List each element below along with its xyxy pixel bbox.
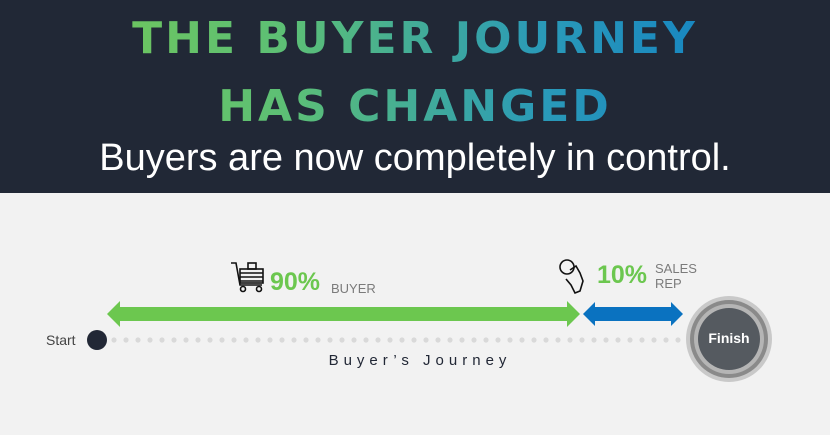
- journey-dot: [519, 337, 525, 343]
- journey-dot: [279, 337, 285, 343]
- journey-dot: [567, 337, 573, 343]
- buyer-label: BUYER: [331, 281, 376, 296]
- journey-dot: [255, 337, 261, 343]
- journey-dot: [375, 337, 381, 343]
- header-banner: THE BUYER JOURNEY HAS CHANGED Buyers are…: [0, 0, 830, 193]
- journey-diagram: [87, 259, 772, 382]
- finish-label: Finish: [708, 330, 750, 346]
- journey-dot: [615, 337, 621, 343]
- journey-dot: [243, 337, 249, 343]
- journey-dot: [315, 337, 321, 343]
- journey-axis-label: Buyer’s Journey: [328, 352, 512, 369]
- journey-dot: [591, 337, 597, 343]
- journey-dot: [555, 337, 561, 343]
- journey-dot: [651, 337, 657, 343]
- journey-dot: [351, 337, 357, 343]
- title-line-1: THE BUYER JOURNEY: [0, 14, 830, 64]
- journey-dot: [399, 337, 405, 343]
- journey-dot: [471, 337, 477, 343]
- finish-marker: [686, 296, 772, 382]
- subtitle: Buyers are now completely in control.: [99, 137, 731, 179]
- shopping-cart-icon: [231, 262, 264, 293]
- journey-dot: [123, 337, 129, 343]
- title-line-2: HAS CHANGED: [0, 82, 830, 132]
- journey-dot: [675, 337, 681, 343]
- journey-dot: [219, 337, 225, 343]
- journey-dot: [579, 337, 585, 343]
- journey-dot: [507, 337, 513, 343]
- hand-pointer-icon: [559, 259, 584, 295]
- journey-dotted-line: [111, 337, 681, 343]
- journey-dot: [423, 337, 429, 343]
- journey-dot: [327, 337, 333, 343]
- buyer-percent: 90%: [270, 268, 321, 296]
- journey-dot: [663, 337, 669, 343]
- journey-dot: [231, 337, 237, 343]
- journey-dot: [447, 337, 453, 343]
- journey-dot: [303, 337, 309, 343]
- journey-dot: [627, 337, 633, 343]
- journey-dot: [111, 337, 117, 343]
- sales-rep-label-line2: REP: [655, 276, 682, 291]
- journey-dot: [267, 337, 273, 343]
- sales-rep-percent: 10%: [597, 261, 648, 289]
- sales-rep-arrow: [583, 302, 683, 326]
- start-label: Start: [46, 332, 76, 348]
- journey-dot: [195, 337, 201, 343]
- buyer-arrow: [107, 301, 580, 327]
- journey-dot: [183, 337, 189, 343]
- journey-dot: [495, 337, 501, 343]
- journey-dot: [135, 337, 141, 343]
- journey-dot: [411, 337, 417, 343]
- journey-dot: [159, 337, 165, 343]
- sales-rep-label-line1: SALES: [655, 261, 697, 276]
- journey-dot: [339, 337, 345, 343]
- journey-dot: [639, 337, 645, 343]
- journey-dot: [291, 337, 297, 343]
- start-marker: [87, 330, 107, 350]
- journey-dot: [543, 337, 549, 343]
- journey-dot: [531, 337, 537, 343]
- journey-dot: [603, 337, 609, 343]
- journey-dot: [435, 337, 441, 343]
- journey-dot: [459, 337, 465, 343]
- journey-dot: [483, 337, 489, 343]
- journey-dot: [207, 337, 213, 343]
- journey-dot: [171, 337, 177, 343]
- journey-dot: [387, 337, 393, 343]
- journey-dot: [147, 337, 153, 343]
- journey-dot: [363, 337, 369, 343]
